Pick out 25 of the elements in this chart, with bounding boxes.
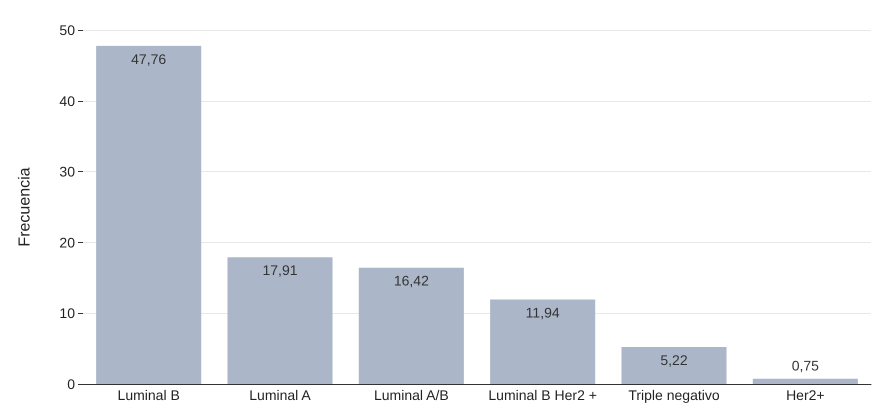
bar (752, 378, 858, 384)
x-tick-label: Luminal B (118, 387, 180, 403)
y-tick-label: 40 (59, 92, 76, 109)
data-label: 47,76 (131, 50, 166, 67)
bar (96, 46, 202, 384)
bar (490, 299, 596, 384)
data-label: 5,22 (660, 352, 688, 368)
data-label: 16,42 (394, 272, 430, 289)
bar (358, 268, 464, 384)
bar (227, 257, 333, 384)
y-tick-label: 30 (59, 164, 76, 180)
bar (621, 347, 727, 384)
x-tick-label: Her2+ (786, 387, 825, 403)
y-tick-label: 0 (67, 376, 76, 392)
x-tick-label: Luminal A (249, 387, 312, 403)
x-tick-label: Triple negativo (628, 387, 720, 403)
x-tick-label: Luminal A/B (374, 387, 449, 403)
y-tick-label: 10 (59, 305, 76, 322)
data-label: 17,91 (262, 262, 298, 278)
y-tick-label: 50 (59, 22, 76, 38)
data-label: 11,94 (526, 304, 560, 320)
data-label: 0,75 (792, 358, 820, 374)
y-tick-label: 20 (59, 234, 76, 250)
x-tick-label: Luminal B Her2 + (488, 387, 597, 403)
y-axis-title: Frecuencia (16, 167, 34, 247)
